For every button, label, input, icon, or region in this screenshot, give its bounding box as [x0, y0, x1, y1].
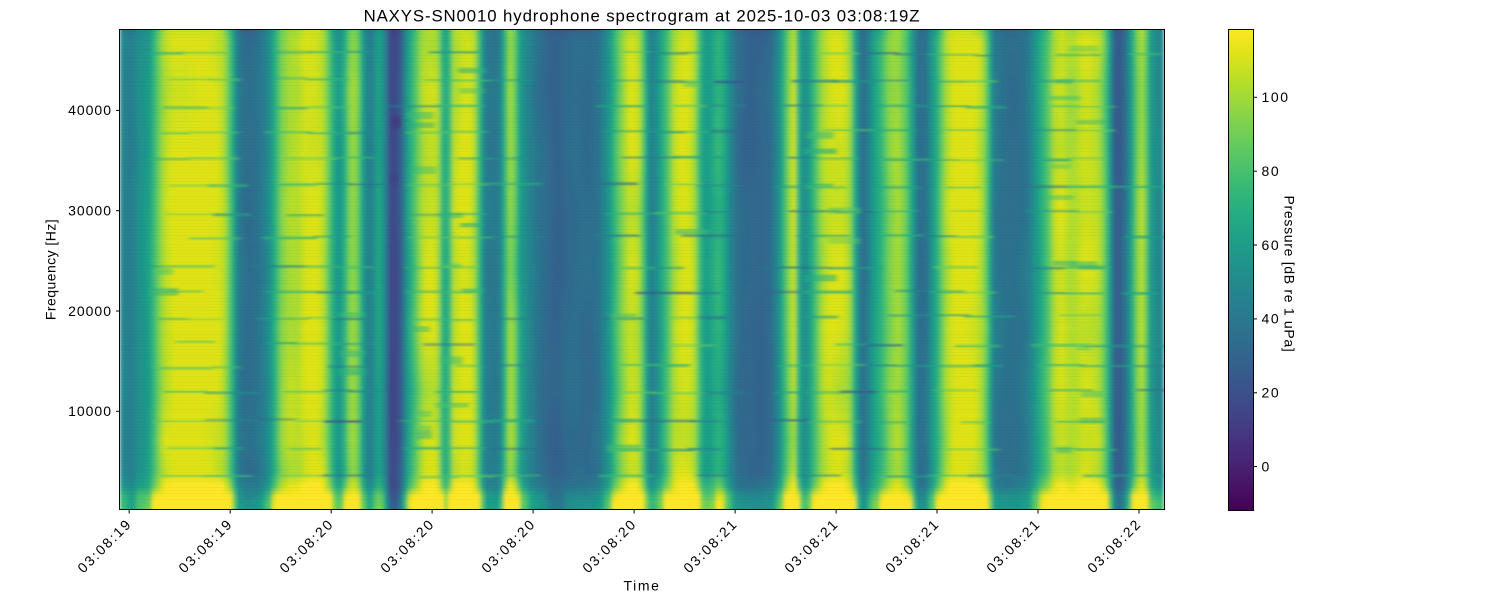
svg-text:10000: 10000 [68, 403, 112, 419]
svg-text:NAXYS-SN0010 hydrophone spectr: NAXYS-SN0010 hydrophone spectrogram at 2… [364, 6, 921, 25]
svg-text:20: 20 [1262, 385, 1281, 401]
svg-text:20000: 20000 [68, 303, 112, 319]
svg-text:30000: 30000 [68, 203, 112, 219]
svg-text:Pressure [dB re 1 uPa]: Pressure [dB re 1 uPa] [1282, 195, 1298, 352]
svg-text:40000: 40000 [68, 102, 112, 118]
svg-text:60: 60 [1262, 237, 1281, 253]
svg-text:Time: Time [624, 578, 661, 594]
svg-text:0: 0 [1262, 458, 1271, 474]
svg-text:80: 80 [1262, 163, 1281, 179]
svg-text:40: 40 [1262, 311, 1281, 327]
svg-text:100: 100 [1262, 89, 1290, 105]
svg-text:Frequency [Hz]: Frequency [Hz] [43, 219, 59, 320]
